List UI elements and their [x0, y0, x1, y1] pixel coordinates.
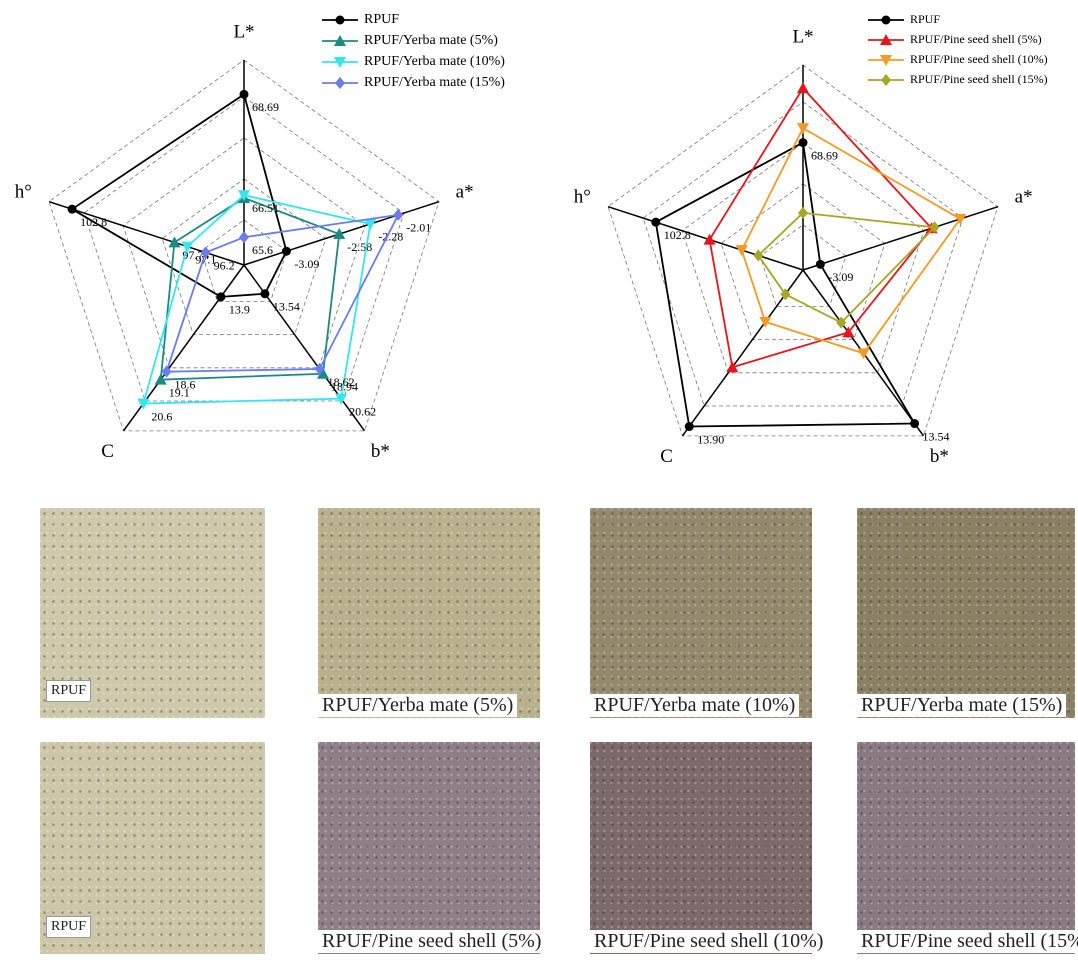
axis-label: h°	[574, 187, 591, 208]
series-line	[161, 198, 340, 380]
data-point	[704, 234, 716, 245]
value-label: 18.6	[174, 377, 195, 391]
data-point	[240, 90, 249, 99]
value-label: -2.28	[378, 230, 403, 244]
value-label: 102.8	[664, 228, 691, 242]
sample-photo	[318, 742, 540, 954]
legend-marker	[881, 74, 891, 86]
axis-label: C	[101, 441, 114, 462]
data-point	[799, 138, 808, 147]
axis-label: b*	[371, 441, 390, 462]
axis-label: h°	[15, 182, 32, 203]
value-label: 13.9	[229, 303, 250, 317]
sample-photo	[857, 508, 1075, 718]
legend-label: RPUF/Pine seed shell (5%)	[910, 32, 1042, 46]
value-label: 68.69	[252, 100, 279, 114]
axis-label: a*	[1015, 187, 1033, 208]
value-label: -2.58	[347, 240, 372, 254]
data-point	[797, 123, 809, 134]
value-label: -3.09	[828, 270, 853, 284]
charts: L* a* b* Ch° 68.69 -3.09 13.54 13.9 102.8 RPUF -2.…	[0, 0, 1078, 490]
data-point	[216, 292, 225, 301]
value-label: 18.62	[328, 375, 355, 389]
photo-caption: RPUF/Pine seed shell (5%)	[318, 930, 545, 953]
value-label: 68.69	[811, 148, 838, 162]
value-label: 102.8	[80, 215, 107, 229]
legend-label: RPUF/Pine seed shell (10%)	[910, 52, 1048, 66]
legend-marker	[335, 77, 345, 89]
axis-label: b*	[930, 446, 949, 467]
legend-label: RPUF/Yerba mate (15%)	[364, 75, 505, 90]
photo-caption: RPUF/Yerba mate (15%)	[857, 694, 1066, 717]
legend-label: RPUF/Pine seed shell (15%)	[910, 72, 1048, 86]
legend-label: RPUF	[364, 12, 399, 27]
sample-photo	[590, 742, 812, 954]
photo-caption: RPUF/Pine seed shell (15%)	[857, 930, 1078, 953]
data-point	[736, 245, 748, 256]
legend-label: RPUF	[910, 12, 940, 26]
data-point	[168, 236, 180, 247]
legend-marker	[336, 16, 345, 25]
data-point	[858, 348, 870, 359]
axis-label: L*	[233, 21, 254, 42]
page: L* a* b* Ch° 68.69 -3.09 13.54 13.9 102.8 RPUF -2.…	[0, 0, 1078, 966]
series-line	[656, 143, 915, 427]
series-line	[72, 94, 286, 297]
sample-photo	[590, 508, 812, 718]
value-label: 13.90	[697, 432, 724, 446]
sample-photo	[318, 508, 540, 718]
data-point	[797, 82, 809, 93]
photo-caption: RPUF/Pine seed shell (10%)	[590, 930, 827, 953]
data-point	[364, 219, 376, 230]
value-label: 65.6	[252, 243, 273, 257]
data-point	[68, 205, 77, 214]
data-point	[816, 260, 825, 269]
legend-label: RPUF/Yerba mate (10%)	[364, 54, 505, 69]
value-label: 13.54	[923, 429, 950, 443]
value-label: 20.6	[151, 409, 172, 423]
data-point	[685, 422, 694, 431]
data-point	[282, 247, 291, 256]
axis-line	[244, 265, 364, 431]
series-line	[710, 88, 932, 367]
axis-label: C	[660, 446, 673, 467]
photo-caption: RPUF/Yerba mate (10%)	[590, 694, 799, 717]
sample-photo	[857, 742, 1075, 954]
photo-caption: RPUF/Yerba mate (5%)	[318, 694, 517, 717]
data-point	[260, 289, 269, 298]
value-label: 13.54	[273, 299, 300, 313]
legend-marker	[882, 16, 891, 25]
photo-caption: RPUF	[46, 916, 91, 938]
axis-label: a*	[456, 182, 474, 203]
axis-label: L*	[792, 26, 813, 47]
axis-line	[608, 207, 803, 270]
data-point	[910, 419, 919, 428]
data-point	[651, 218, 660, 227]
data-point	[239, 231, 249, 243]
value-label: 66.51	[252, 201, 279, 215]
value-label: 20.62	[349, 404, 376, 418]
value-label: -2.01	[406, 221, 431, 235]
value-label: -3.09	[294, 257, 319, 271]
data-point	[333, 228, 345, 239]
value-label: 96.2	[214, 258, 235, 272]
photo-caption: RPUF	[46, 680, 91, 702]
legend-label: RPUF/Yerba mate (5%)	[364, 33, 498, 48]
